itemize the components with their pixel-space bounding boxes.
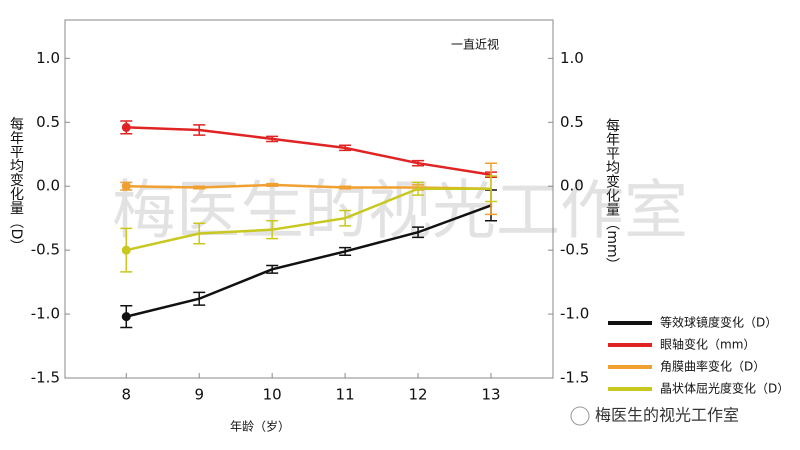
error-bar [339, 246, 352, 257]
plot-frame [64, 19, 554, 379]
error-bar [266, 182, 279, 187]
y2-tick-label: 0.5 [560, 113, 584, 131]
error-bar [266, 135, 279, 143]
error-bar [339, 144, 352, 152]
series-line [125, 204, 492, 318]
error-bar [193, 222, 206, 245]
y-tick-label: -0.5 [31, 241, 60, 259]
x-axis-title: 年龄（岁） [230, 419, 290, 434]
error-bar [412, 226, 425, 239]
legend-label: 等效球镜度变化（D） [660, 315, 777, 330]
error-bar [484, 175, 497, 203]
y-tick-label: 0.5 [36, 113, 60, 131]
error-bar [193, 291, 206, 306]
error-bar [266, 264, 279, 274]
error-bar [266, 219, 279, 240]
error-bar [339, 209, 352, 227]
y-axis-title: 每年平均变化量（D） [8, 117, 24, 254]
error-bar [412, 159, 425, 167]
y2-tick-label: -1.5 [560, 369, 589, 387]
x-tick-label: 8 [122, 386, 132, 404]
logo-icon [570, 406, 590, 426]
error-bar [193, 185, 206, 190]
series-line [126, 126, 492, 176]
x-tick-label: 9 [194, 386, 204, 404]
error-bar [339, 185, 352, 190]
y-tick-label: -1.0 [31, 305, 60, 323]
x-tick-label: 10 [263, 386, 282, 404]
annotation: 一直近视 [451, 37, 499, 52]
point [121, 181, 131, 191]
point [121, 312, 131, 322]
legend-label: 角膜曲率变化（D） [660, 359, 765, 374]
y2-tick-label: -0.5 [560, 241, 589, 259]
point [121, 245, 131, 255]
y2-tick-label: 1.0 [560, 49, 584, 67]
y2-tick-label: -1.0 [560, 305, 589, 323]
legend-label: 晶状体屈光度变化（D） [660, 381, 789, 396]
error-bar [193, 124, 206, 136]
y-tick-label: -1.5 [31, 369, 60, 387]
legend-label: 眼轴变化（mm） [660, 337, 755, 352]
x-tick-label: 11 [336, 386, 355, 404]
x-tick-label: 13 [481, 386, 500, 404]
point [121, 122, 131, 132]
logo-text: 梅医生的视光工作室 [595, 406, 739, 425]
y2-axis-title: 每年平均变化量（mm） [604, 118, 620, 271]
y2-tick-label: 0.0 [560, 177, 584, 195]
y-tick-label: 1.0 [36, 49, 60, 67]
x-tick-label: 12 [409, 386, 428, 404]
error-bar [412, 181, 425, 196]
y-tick-label: 0.0 [36, 177, 60, 195]
series-line [125, 187, 491, 252]
